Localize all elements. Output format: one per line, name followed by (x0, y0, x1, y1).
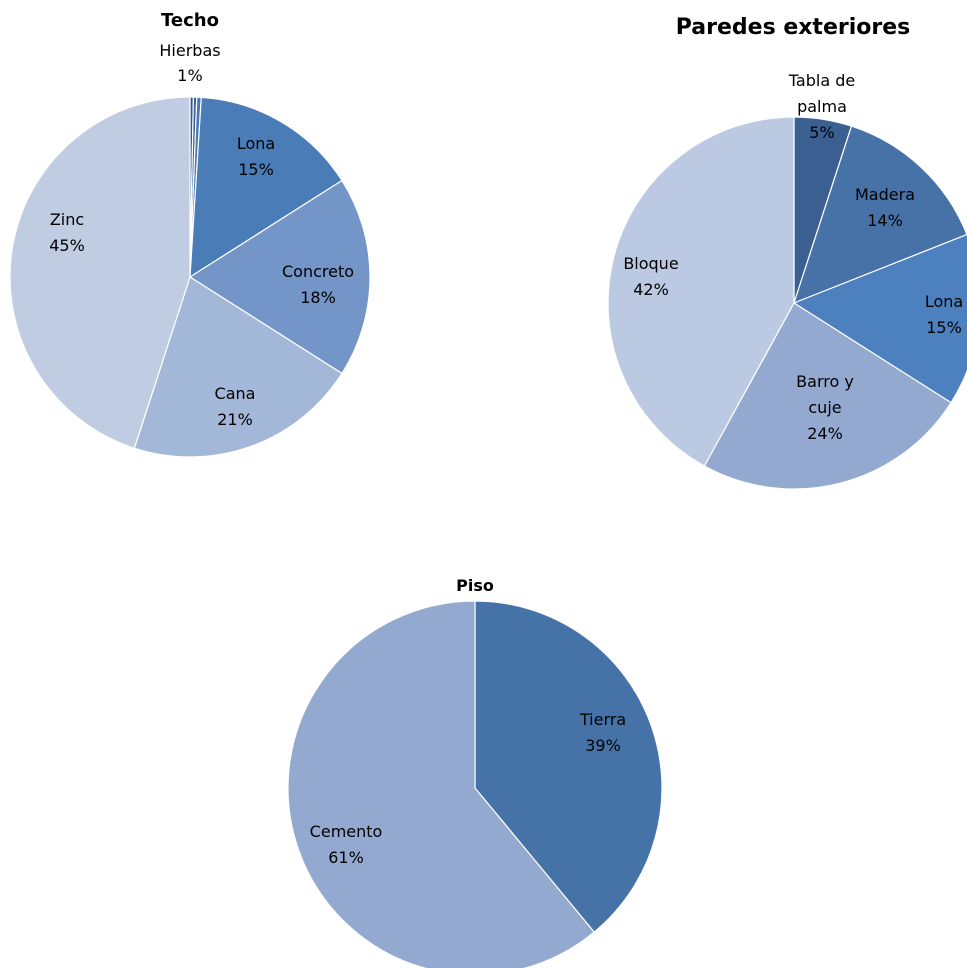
slice-label-tabla-de-palma-0: Tabla de (788, 71, 855, 90)
pie-slice-cemento (287, 600, 596, 968)
pie-slice-barro-y-cuje (703, 302, 952, 490)
techo-chart: Techo Hierbas 1% Lona 15% Concreto 18% Cana 21%… (9, 10, 371, 458)
pie-slice-madera (793, 125, 967, 305)
slice-label-bloque: Bloque (623, 254, 678, 273)
slice-percent-hierbas: 1% (177, 66, 202, 85)
pie-slice-bloque (607, 116, 795, 467)
slice-label-cemento: Cemento (310, 822, 383, 841)
slice-label-barro-y-cuje-1: cuje (808, 398, 841, 417)
slice-label-tabla-de-palma-1: palma (797, 97, 847, 116)
slice-label-hierbas: Hierbas (159, 41, 220, 60)
slice-label-lona: Lona (237, 134, 275, 153)
slice-percent-madera: 14% (867, 211, 903, 230)
slice-label-barro-y-cuje-0: Barro y (796, 372, 854, 391)
slice-percent-barro-y-cuje: 24% (807, 424, 843, 443)
slice-percent-lona: 15% (926, 318, 962, 337)
slice-label-zinc: Zinc (50, 210, 84, 229)
slice-percent-concreto: 18% (300, 288, 336, 307)
slice-percent-tierra: 39% (585, 736, 621, 755)
slice-percent-lona: 15% (238, 160, 274, 179)
slice-label-lona: Lona (925, 292, 963, 311)
slice-label-concreto: Concreto (282, 262, 354, 281)
slice-percent-zinc: 45% (49, 236, 85, 255)
slice-label-tierra: Tierra (579, 710, 626, 729)
pie-slice-cana (133, 276, 343, 458)
paredes-title: Paredes exteriores (676, 15, 911, 40)
slice-percent-bloque: 42% (633, 280, 669, 299)
piso-title: Piso (456, 576, 494, 595)
techo-pie: Hierbas 1% Lona 15% Concreto 18% Cana 21% Zinc 45… (9, 41, 371, 458)
slice-label-madera: Madera (855, 185, 915, 204)
slice-percent-tabla-de-palma: 5% (809, 123, 834, 142)
piso-pie: Tierra 39% Cemento 61% (287, 600, 663, 968)
paredes-chart: Paredes exteriores Tabla de palma 5% Madera… (607, 15, 967, 490)
techo-title: Techo (161, 10, 219, 31)
pie-slice-concreto (188, 179, 371, 375)
pie-slice-tierra (474, 600, 663, 933)
pie-slice-zinc (9, 96, 191, 449)
paredes-pie: Tabla de palma 5% Madera 14% Lona 15% Barro y cu… (607, 71, 967, 490)
piso-chart: Piso Tierra 39% Cemento 61% (287, 576, 663, 968)
slice-percent-cana: 21% (217, 410, 253, 429)
slice-percent-cemento: 61% (328, 848, 364, 867)
pie-slice-lona (792, 233, 967, 404)
slice-label-cana: Cana (215, 384, 256, 403)
pie-slice-lona (189, 96, 343, 279)
